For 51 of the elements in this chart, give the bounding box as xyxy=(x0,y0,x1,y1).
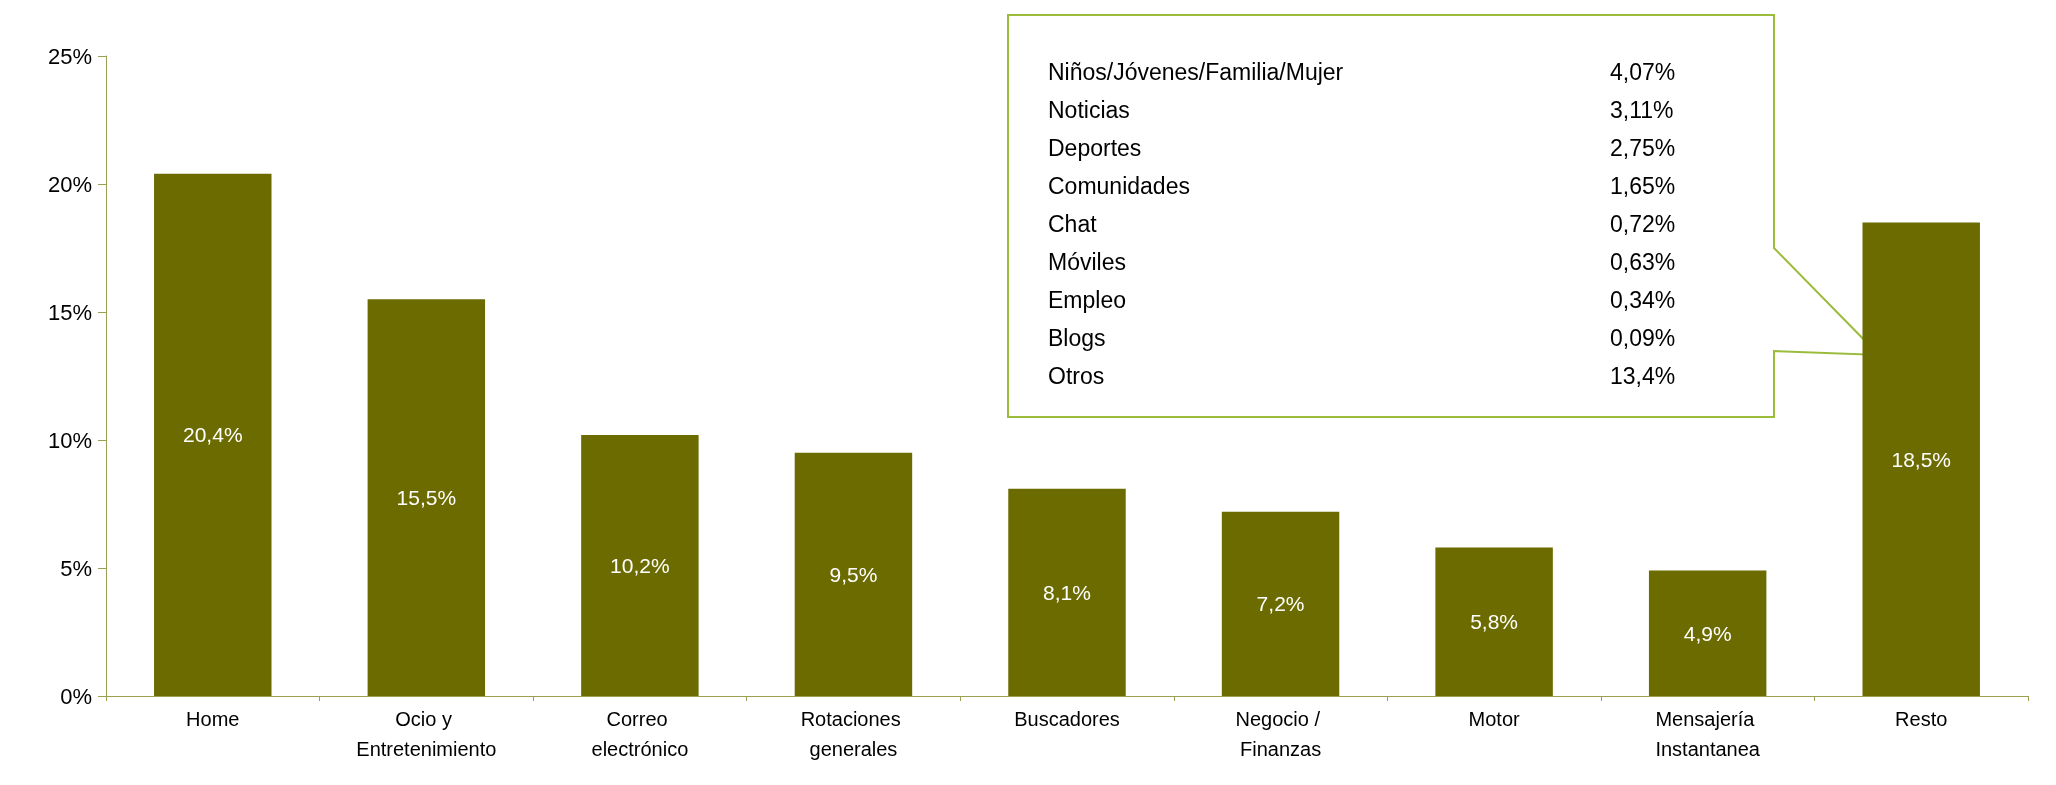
annotation: Deportes xyxy=(1048,134,1142,161)
x-tick-label: Ocio y Entretenimiento xyxy=(356,708,497,760)
x-tick-label: Rotaciones generales xyxy=(800,708,907,760)
bar xyxy=(1008,488,1126,696)
annotation: 0,72% xyxy=(1610,210,1676,237)
y-tick-label: 20% xyxy=(47,171,92,197)
data-label: 9,5% xyxy=(829,562,878,586)
annotation: Móviles xyxy=(1048,248,1126,275)
annotation: Blogs xyxy=(1048,324,1106,351)
x-tick-label: Motor xyxy=(1468,708,1521,730)
x-tick-label: Mensajería Instantanea xyxy=(1655,708,1761,760)
data-label: 20,4% xyxy=(183,423,243,447)
data-label: 7,2% xyxy=(1256,592,1305,616)
annotation: 0,63% xyxy=(1610,248,1676,275)
y-tick-label: 10% xyxy=(47,427,92,453)
data-label: 8,1% xyxy=(1043,580,1091,604)
annotation: Empleo xyxy=(1048,286,1126,313)
annotation: 0,09% xyxy=(1610,324,1676,351)
data-label: 5,8% xyxy=(1470,610,1519,634)
annotation: 3,11% xyxy=(1610,96,1674,123)
x-tick-label: Correo electrónico xyxy=(591,708,689,760)
bar xyxy=(1221,511,1340,696)
annotation: 1,65% xyxy=(1610,172,1676,199)
bar xyxy=(1435,547,1553,696)
annotation: 0,34% xyxy=(1610,286,1676,313)
annotation: 13,4% xyxy=(1610,362,1676,389)
data-label: 18,5% xyxy=(1891,447,1951,471)
annotation: Chat xyxy=(1048,210,1098,237)
data-label: 10,2% xyxy=(610,553,670,577)
bar xyxy=(581,434,699,696)
bar xyxy=(1648,570,1767,696)
bar xyxy=(154,173,272,696)
x-tick-label: Resto xyxy=(1895,708,1948,730)
y-tick-label: 15% xyxy=(47,299,92,325)
annotation: Noticias xyxy=(1048,96,1130,123)
annotation: 2,75% xyxy=(1610,134,1676,161)
bar xyxy=(367,299,486,696)
y-tick-label: 5% xyxy=(60,555,92,581)
annotation: Otros xyxy=(1048,362,1105,389)
x-tick-label: Buscadores xyxy=(1014,708,1120,730)
bar xyxy=(1862,222,1980,696)
x-tick-label: Negocio / Finanzas xyxy=(1235,708,1326,760)
data-label: 4,9% xyxy=(1683,621,1732,645)
annotation: 4,07% xyxy=(1610,58,1676,85)
y-tick-label: 0% xyxy=(60,683,92,709)
data-label: 15,5% xyxy=(396,486,457,510)
bar xyxy=(794,452,913,696)
x-tick-label: Home xyxy=(186,708,240,730)
annotation: Comunidades xyxy=(1048,172,1190,199)
y-tick-label: 25% xyxy=(47,43,92,69)
annotation: Niños/Jóvenes/Familia/Mujer xyxy=(1048,58,1344,85)
